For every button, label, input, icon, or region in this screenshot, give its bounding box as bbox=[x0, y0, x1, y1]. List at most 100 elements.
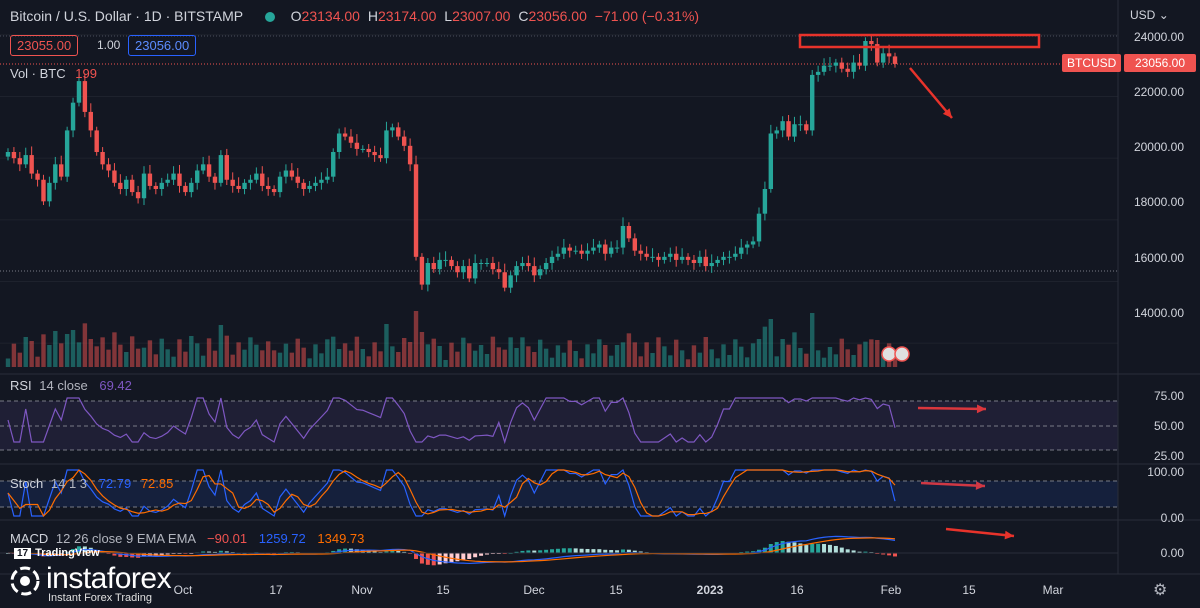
macd-histogram-bar bbox=[414, 553, 419, 559]
macd-signal-line bbox=[7, 537, 896, 563]
volume-bar bbox=[35, 356, 40, 367]
candle-body bbox=[336, 133, 342, 152]
candle-body bbox=[177, 173, 182, 186]
candle-body bbox=[603, 244, 608, 254]
time-axis-label: Oct bbox=[173, 583, 193, 597]
volume-bar bbox=[313, 344, 318, 367]
volume-bar bbox=[579, 358, 584, 367]
candle-body bbox=[863, 41, 868, 66]
buy-button[interactable]: 23056.00 bbox=[128, 35, 197, 56]
volume-bar bbox=[413, 311, 419, 367]
volume-bar bbox=[668, 355, 673, 367]
candle-body bbox=[774, 130, 779, 134]
candle-body bbox=[195, 170, 200, 183]
candle-body bbox=[739, 247, 744, 254]
volume-bar bbox=[342, 343, 348, 367]
volume-bar bbox=[780, 339, 785, 367]
candle-body bbox=[331, 152, 336, 177]
symbol-title[interactable]: Bitcoin / U.S. Dollar · 1D · BITSTAMP bbox=[10, 8, 243, 24]
currency-selector[interactable]: USD ⌄ bbox=[1130, 8, 1169, 22]
candle-body bbox=[514, 266, 519, 276]
candle-body bbox=[591, 247, 596, 251]
volume-bar bbox=[206, 338, 212, 367]
candle-body bbox=[443, 259, 448, 261]
volume-bar bbox=[295, 338, 300, 367]
volume-bar bbox=[378, 351, 383, 367]
candle-body bbox=[561, 247, 567, 254]
macd-histogram-bar bbox=[591, 549, 596, 553]
candle-body bbox=[827, 65, 833, 67]
candle-body bbox=[29, 155, 34, 174]
stoch-legend[interactable]: Stoch 14 1 3 72.79 72.85 bbox=[10, 476, 174, 491]
volume-bar bbox=[354, 336, 360, 367]
volume-bar bbox=[626, 333, 632, 367]
rsi-band bbox=[0, 401, 1118, 450]
volume-bar bbox=[833, 354, 839, 367]
candle-body bbox=[153, 185, 159, 189]
price-axis-label: 18000.00 bbox=[1133, 195, 1184, 209]
candle-body bbox=[697, 256, 703, 263]
candle-body bbox=[892, 56, 898, 64]
macd-histogram-bar bbox=[822, 544, 827, 553]
candle-body bbox=[47, 182, 52, 202]
volume-bar bbox=[401, 338, 407, 367]
macd-histogram-bar bbox=[212, 551, 217, 553]
candle-body bbox=[271, 189, 277, 193]
currency-label: USD bbox=[1130, 8, 1156, 22]
volume-value: 199 bbox=[75, 66, 97, 81]
volume-bar bbox=[472, 350, 478, 367]
settings-gear-icon[interactable]: ⚙ bbox=[1153, 582, 1168, 599]
volume-bar bbox=[336, 349, 342, 367]
volume-legend: Vol · BTC 199 bbox=[10, 66, 97, 81]
candle-body bbox=[159, 182, 164, 189]
volume-bar bbox=[839, 338, 844, 367]
macd-histogram-bar bbox=[573, 548, 578, 553]
macd-histogram-bar bbox=[402, 551, 407, 553]
candle-body bbox=[815, 71, 821, 75]
time-axis-label: Mar bbox=[1042, 583, 1064, 597]
volume-bar bbox=[372, 342, 377, 367]
candle-body bbox=[721, 256, 726, 260]
volume-bar bbox=[756, 339, 762, 367]
volume-bar bbox=[183, 351, 188, 367]
volume-bar bbox=[437, 346, 442, 367]
candle-body bbox=[384, 130, 389, 159]
time-axis-label: Nov bbox=[351, 583, 373, 597]
low-value: 23007.00 bbox=[452, 8, 511, 24]
macd-legend[interactable]: MACD 12 26 close 9 EMA EMA −90.01 1259.7… bbox=[10, 531, 365, 546]
candle-body bbox=[112, 170, 117, 183]
macd-histogram-bar bbox=[526, 550, 531, 553]
volume-bar bbox=[656, 337, 661, 367]
volume-bar bbox=[679, 350, 685, 367]
candle-body bbox=[100, 152, 105, 165]
candle-body bbox=[135, 192, 141, 199]
macd-histogram-bar bbox=[159, 553, 164, 556]
rsi-value: 69.42 bbox=[99, 378, 132, 393]
candle-body bbox=[224, 155, 229, 180]
candle-body bbox=[798, 124, 803, 126]
us-flag-icon bbox=[894, 346, 910, 362]
rsi-arrow-head bbox=[976, 404, 986, 414]
macd-histogram-bar bbox=[41, 553, 46, 557]
candle-body bbox=[857, 62, 862, 66]
candle-body bbox=[685, 256, 691, 260]
macd-histogram-bar bbox=[384, 551, 389, 553]
sell-button[interactable]: 23055.00 bbox=[10, 35, 79, 56]
rsi-legend[interactable]: RSI 14 close 69.42 bbox=[10, 378, 132, 393]
down-arrow bbox=[909, 67, 953, 119]
volume-bar bbox=[739, 346, 744, 367]
volume-bar bbox=[189, 336, 194, 367]
macd-histogram-bar bbox=[597, 549, 602, 553]
candle-body bbox=[248, 179, 253, 183]
volume-bar bbox=[242, 349, 247, 367]
volume-bar bbox=[674, 339, 679, 367]
stoch-k-value: 72.79 bbox=[98, 476, 132, 491]
volume-bar bbox=[94, 346, 99, 367]
macd-histogram-bar bbox=[839, 547, 844, 553]
volume-bar bbox=[549, 357, 555, 367]
candle-body bbox=[88, 111, 93, 131]
volume-bar bbox=[857, 344, 862, 367]
close-value: 23056.00 bbox=[528, 8, 587, 24]
